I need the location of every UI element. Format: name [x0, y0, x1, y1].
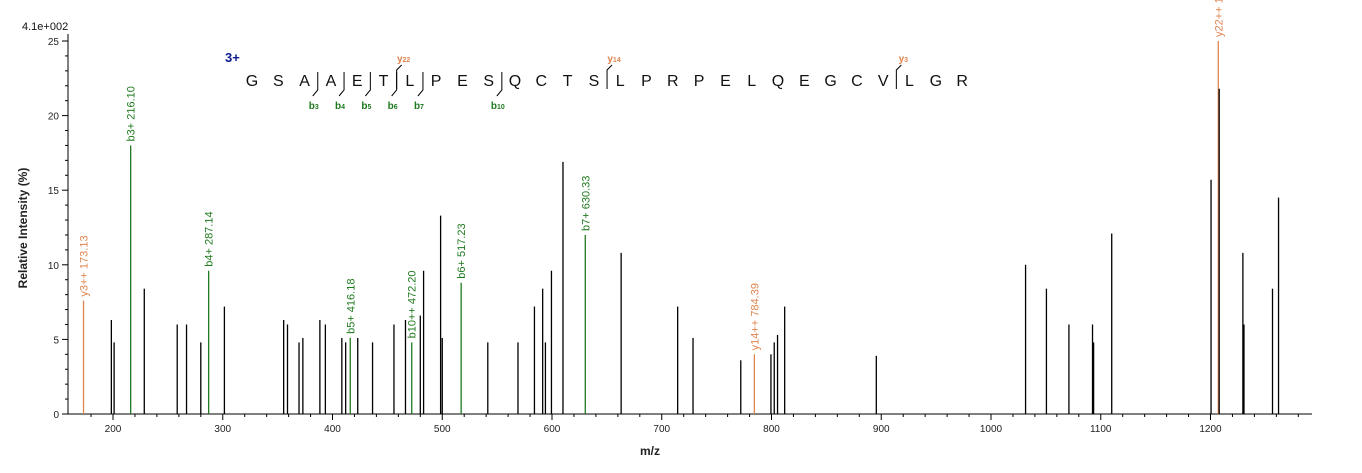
sequence-residue: P: [431, 73, 442, 90]
x-tick-label: 1100: [1090, 424, 1112, 435]
peak-label: y22++ 1207.09: [1213, 0, 1225, 37]
sequence-residue: P: [694, 73, 705, 90]
intensity-scale-label: 4.1e+002: [22, 21, 68, 33]
b-fragment-mark: [364, 72, 371, 97]
sequence-residue: A: [326, 73, 337, 90]
sequence-residue: S: [483, 73, 494, 90]
b-fragment-label: b10: [491, 101, 505, 112]
sequence-residue: E: [352, 73, 363, 90]
y-tick-label: 0: [53, 410, 59, 421]
x-tick-label: 1200: [1199, 424, 1222, 435]
x-tick-label: 400: [324, 424, 341, 435]
y-fragment-mark: [396, 64, 403, 89]
y-fragment-mark: [895, 64, 902, 89]
sequence-residue: V: [878, 73, 889, 90]
x-tick-label: 500: [434, 424, 451, 435]
sequence-residue: L: [405, 73, 414, 90]
peak-label: b4+ 287.14: [204, 211, 216, 266]
sequence-residue: C: [536, 73, 548, 90]
sequence-residue: E: [457, 73, 468, 90]
sequence-residue: S: [589, 73, 600, 90]
y-axis-title: Relative Intensity (%): [16, 168, 30, 289]
sequence-residue: L: [905, 73, 914, 90]
x-tick-label: 1000: [980, 424, 1003, 435]
sequence-residue: L: [747, 73, 756, 90]
sequence-residue: R: [667, 73, 679, 90]
peak-label: b6+ 517.23: [456, 223, 468, 278]
y-tick-label: 10: [48, 261, 60, 272]
y-tick-label: 20: [48, 112, 60, 123]
peak-labels: y3++ 173.13 b3+ 216.10 b4+ 287.14 b5+ 416.1…: [79, 0, 1226, 350]
y-fragment-label: y3: [899, 54, 909, 65]
sequence-residue: G: [824, 73, 836, 90]
y-fragment-label: y22: [397, 54, 410, 65]
peak-label: b10++ 472.20: [407, 270, 419, 338]
sequence-residue: G: [246, 73, 258, 90]
sequence-residue: Q: [772, 73, 784, 90]
x-tick-label: 600: [544, 424, 561, 435]
y-axis-ticks: 0 5 10 15 20 25: [48, 37, 68, 421]
y-tick-label: 5: [53, 335, 59, 346]
sequence-residue: R: [956, 73, 968, 90]
x-axis-ticks: 200 300 400 500 600 700 800 900 1000 1100 1200: [90, 414, 1299, 435]
sequence-residue: P: [641, 73, 652, 90]
peak-label: b7+ 630.33: [580, 176, 592, 231]
precursor-charge-label: 3+: [225, 50, 240, 65]
b-fragment-label: b7: [414, 101, 424, 112]
sequence-residue: Q: [509, 73, 521, 90]
peak-series: [82, 41, 1280, 414]
peak-label: b3+ 216.10: [126, 86, 138, 141]
sequence-residue: T: [563, 73, 573, 90]
b-fragment-label: b5: [361, 101, 371, 112]
sequence-residue: E: [720, 73, 731, 90]
x-axis-title: m/z: [640, 444, 660, 458]
sequence-residue: T: [379, 73, 389, 90]
y-fragment-label: y14: [607, 54, 620, 65]
sequence-residue: L: [616, 73, 625, 90]
x-tick-label: 700: [653, 424, 670, 435]
peak-label: y3++ 173.13: [79, 235, 91, 296]
sequence-residue: C: [851, 73, 863, 90]
peptide-sequence: G S A A E T L P E S Q C T S L P R P E L Q E G C V L G Rb3 b4 b5 b6 b7 b1…: [246, 54, 968, 112]
peak-label: b5+ 416.18: [345, 279, 357, 334]
y-tick-label: 25: [48, 37, 60, 48]
sequence-residue: S: [273, 73, 284, 90]
b-fragment-mark: [312, 72, 319, 97]
plot-frame: [67, 34, 1312, 415]
b-fragment-mark: [496, 72, 503, 97]
b-fragment-mark: [338, 72, 345, 97]
b-fragment-label: b3: [309, 101, 319, 112]
b-fragment-label: b4: [335, 101, 345, 112]
b-fragment-mark: [417, 72, 424, 97]
x-tick-label: 900: [873, 424, 890, 435]
x-tick-label: 800: [763, 424, 780, 435]
y-tick-label: 15: [48, 186, 60, 197]
x-tick-label: 300: [214, 424, 231, 435]
sequence-residue: E: [799, 73, 810, 90]
sequence-residue: G: [930, 73, 942, 90]
b-fragment-mark: [391, 72, 398, 97]
x-tick-label: 200: [105, 424, 122, 435]
y-fragment-mark: [606, 64, 613, 89]
sequence-residue: A: [299, 73, 310, 90]
b-fragment-label: b6: [388, 101, 398, 112]
peak-label: y14++ 784.39: [749, 283, 761, 350]
